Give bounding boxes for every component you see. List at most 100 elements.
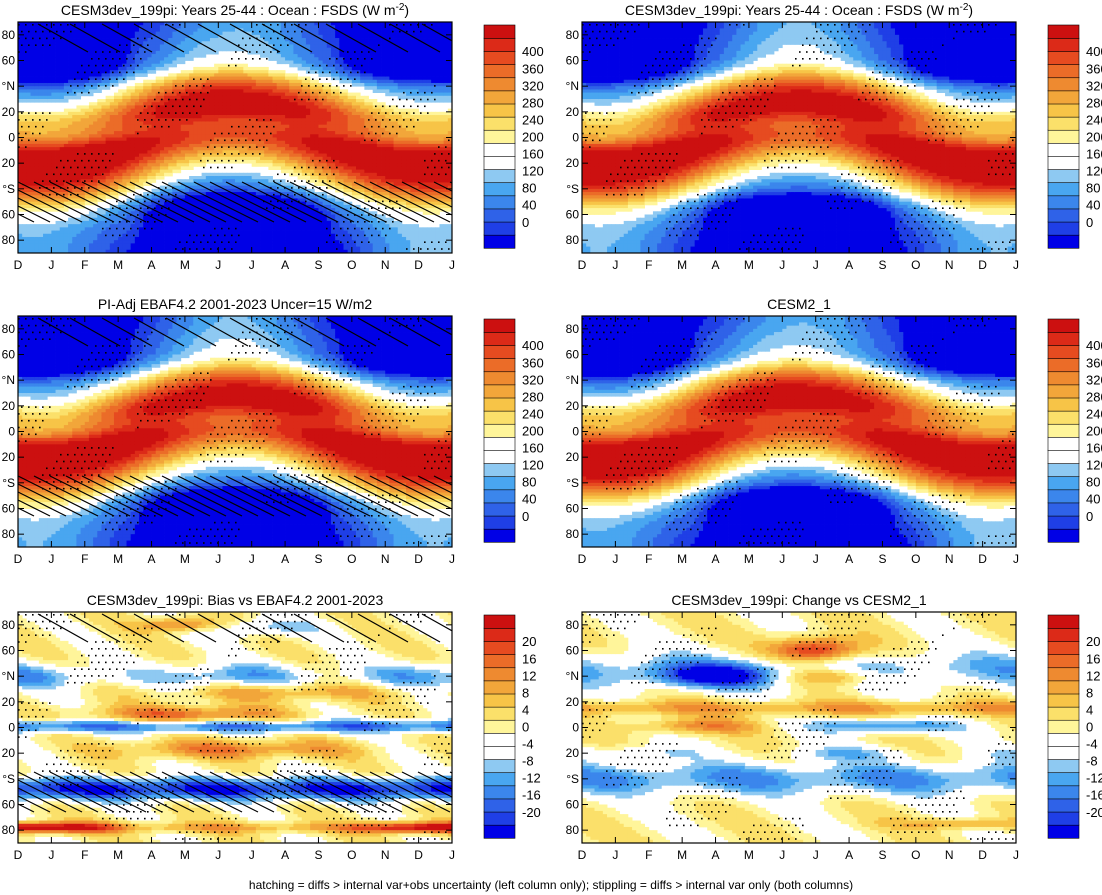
month-tick-label: F (81, 258, 88, 272)
colorbar-swatch (1047, 824, 1080, 839)
colorbar-swatch (1047, 142, 1080, 157)
panel-title: CESM3dev_199pi: Bias vs EBAF4.2 2001-202… (87, 592, 384, 608)
panel-title: PI-Adj EBAF4.2 2001-2023 Uncer=15 W/m2 (98, 296, 373, 312)
colorbar-swatch (1047, 50, 1080, 65)
month-tick-label: S (878, 258, 886, 272)
colorbar-label: 280 (522, 389, 544, 404)
month-tick-label: J (779, 848, 785, 862)
heatmap-p6 (582, 612, 1016, 843)
month-tick-label: F (81, 848, 88, 862)
colorbar-label: 400 (1086, 44, 1102, 59)
colorbar-label: 0 (522, 509, 529, 524)
stippling-p4 (582, 318, 1014, 544)
heatmap-p1 (18, 22, 452, 253)
colorbar-swatch (483, 476, 516, 491)
month-tick-label: M (744, 848, 754, 862)
colorbar-swatch (1047, 772, 1080, 787)
lat-tick-label: 20 (2, 695, 16, 709)
colorbar-swatch (483, 24, 516, 39)
month-tick-label: J (215, 552, 221, 566)
month-tick-label: A (148, 258, 156, 272)
month-tick-label: J (215, 848, 221, 862)
colorbar-swatch (1047, 24, 1080, 39)
colorbar-swatch (1047, 627, 1080, 642)
month-tick-label: J (813, 552, 819, 566)
colorbar-label: 12 (1086, 668, 1100, 683)
lat-tick-label: 60 (2, 208, 16, 222)
month-tick-label: A (845, 848, 853, 862)
colorbar-swatch (483, 182, 516, 197)
colorbar-swatch (1047, 745, 1080, 760)
colorbar-swatch (1047, 811, 1080, 826)
colorbar-swatch (1047, 719, 1080, 734)
month-tick-label: F (81, 552, 88, 566)
colorbar-swatch (1047, 103, 1080, 118)
colorbar-swatch (483, 489, 516, 504)
lat-tick-label: °N (566, 373, 579, 387)
colorbar-swatch (1047, 331, 1080, 346)
month-tick-label: D (578, 552, 587, 566)
month-tick-label: D (578, 258, 587, 272)
colorbar-swatch (483, 168, 516, 184)
month-tick-label: J (1013, 848, 1019, 862)
colorbar-swatch (483, 358, 516, 373)
month-tick-label: A (845, 552, 853, 566)
panel-title: CESM3dev_199pi: Years 25-44 : Ocean : FS… (625, 2, 973, 18)
colorbar-label: 16 (1086, 651, 1100, 666)
lat-tick-label: 20 (2, 746, 16, 760)
colorbar-label: 400 (522, 44, 544, 59)
colorbar-swatch (1047, 221, 1080, 236)
colorbar-label: 360 (522, 61, 544, 76)
colorbar-label: 80 (522, 475, 536, 490)
month-tick-label: M (180, 848, 190, 862)
colorbar-swatch (483, 614, 516, 629)
month-tick-label: A (712, 848, 720, 862)
lat-tick-label: °S (2, 182, 15, 196)
colorbar-label: 8 (1086, 685, 1093, 700)
month-tick-label: D (414, 848, 423, 862)
colorbar-swatch (1047, 758, 1080, 774)
lat-tick-label: °N (2, 373, 15, 387)
colorbar-swatch (1047, 64, 1080, 79)
panel-title: CESM3dev_199pi: Years 25-44 : Ocean : FS… (61, 2, 409, 18)
lat-tick-label: 60 (2, 54, 16, 68)
lat-tick-label: 0 (572, 425, 579, 439)
colorbar-label: 0 (1086, 215, 1093, 230)
month-tick-label: M (677, 258, 687, 272)
month-tick-label: M (677, 848, 687, 862)
colorbar-label: -20 (522, 805, 541, 820)
month-tick-label: M (744, 258, 754, 272)
panel-title: CESM3dev_199pi: Change vs CESM2_1 (671, 592, 926, 608)
colorbar-label: 240 (522, 406, 544, 421)
colorbar-label: -8 (1086, 754, 1098, 769)
stippling-p5 (18, 614, 450, 840)
lat-tick-label: 80 (2, 823, 16, 837)
colorbar-swatch (483, 331, 516, 346)
lat-tick-label: 20 (2, 156, 16, 170)
lat-tick-label: 20 (2, 450, 16, 464)
month-tick-label: O (347, 848, 356, 862)
colorbar-swatch (1047, 706, 1080, 721)
colorbar-label: 240 (1086, 112, 1102, 127)
lat-tick-label: 20 (566, 156, 580, 170)
colorbar-swatch (1047, 502, 1080, 517)
colorbar-swatch (483, 423, 516, 438)
colorbar-swatch (1047, 90, 1080, 105)
colorbar-swatch (1047, 116, 1080, 131)
lat-tick-label: °S (2, 476, 15, 490)
colorbar-swatch (483, 397, 516, 412)
heatmap-p2 (582, 22, 1016, 253)
month-tick-label: F (645, 848, 652, 862)
month-tick-label: A (845, 258, 853, 272)
colorbar-label: 4 (1086, 702, 1093, 717)
lat-tick-label: 80 (566, 233, 580, 247)
month-tick-label: A (281, 258, 289, 272)
colorbar-swatch (483, 129, 516, 144)
colorbar-swatch (1047, 384, 1080, 399)
colorbar-label: 4 (522, 702, 529, 717)
colorbar-swatch (1047, 371, 1080, 386)
month-tick-label: N (381, 848, 390, 862)
month-tick-label: S (878, 848, 886, 862)
month-tick-label: J (612, 258, 618, 272)
